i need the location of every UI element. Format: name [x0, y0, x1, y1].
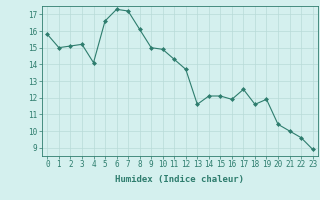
- X-axis label: Humidex (Indice chaleur): Humidex (Indice chaleur): [116, 175, 244, 184]
